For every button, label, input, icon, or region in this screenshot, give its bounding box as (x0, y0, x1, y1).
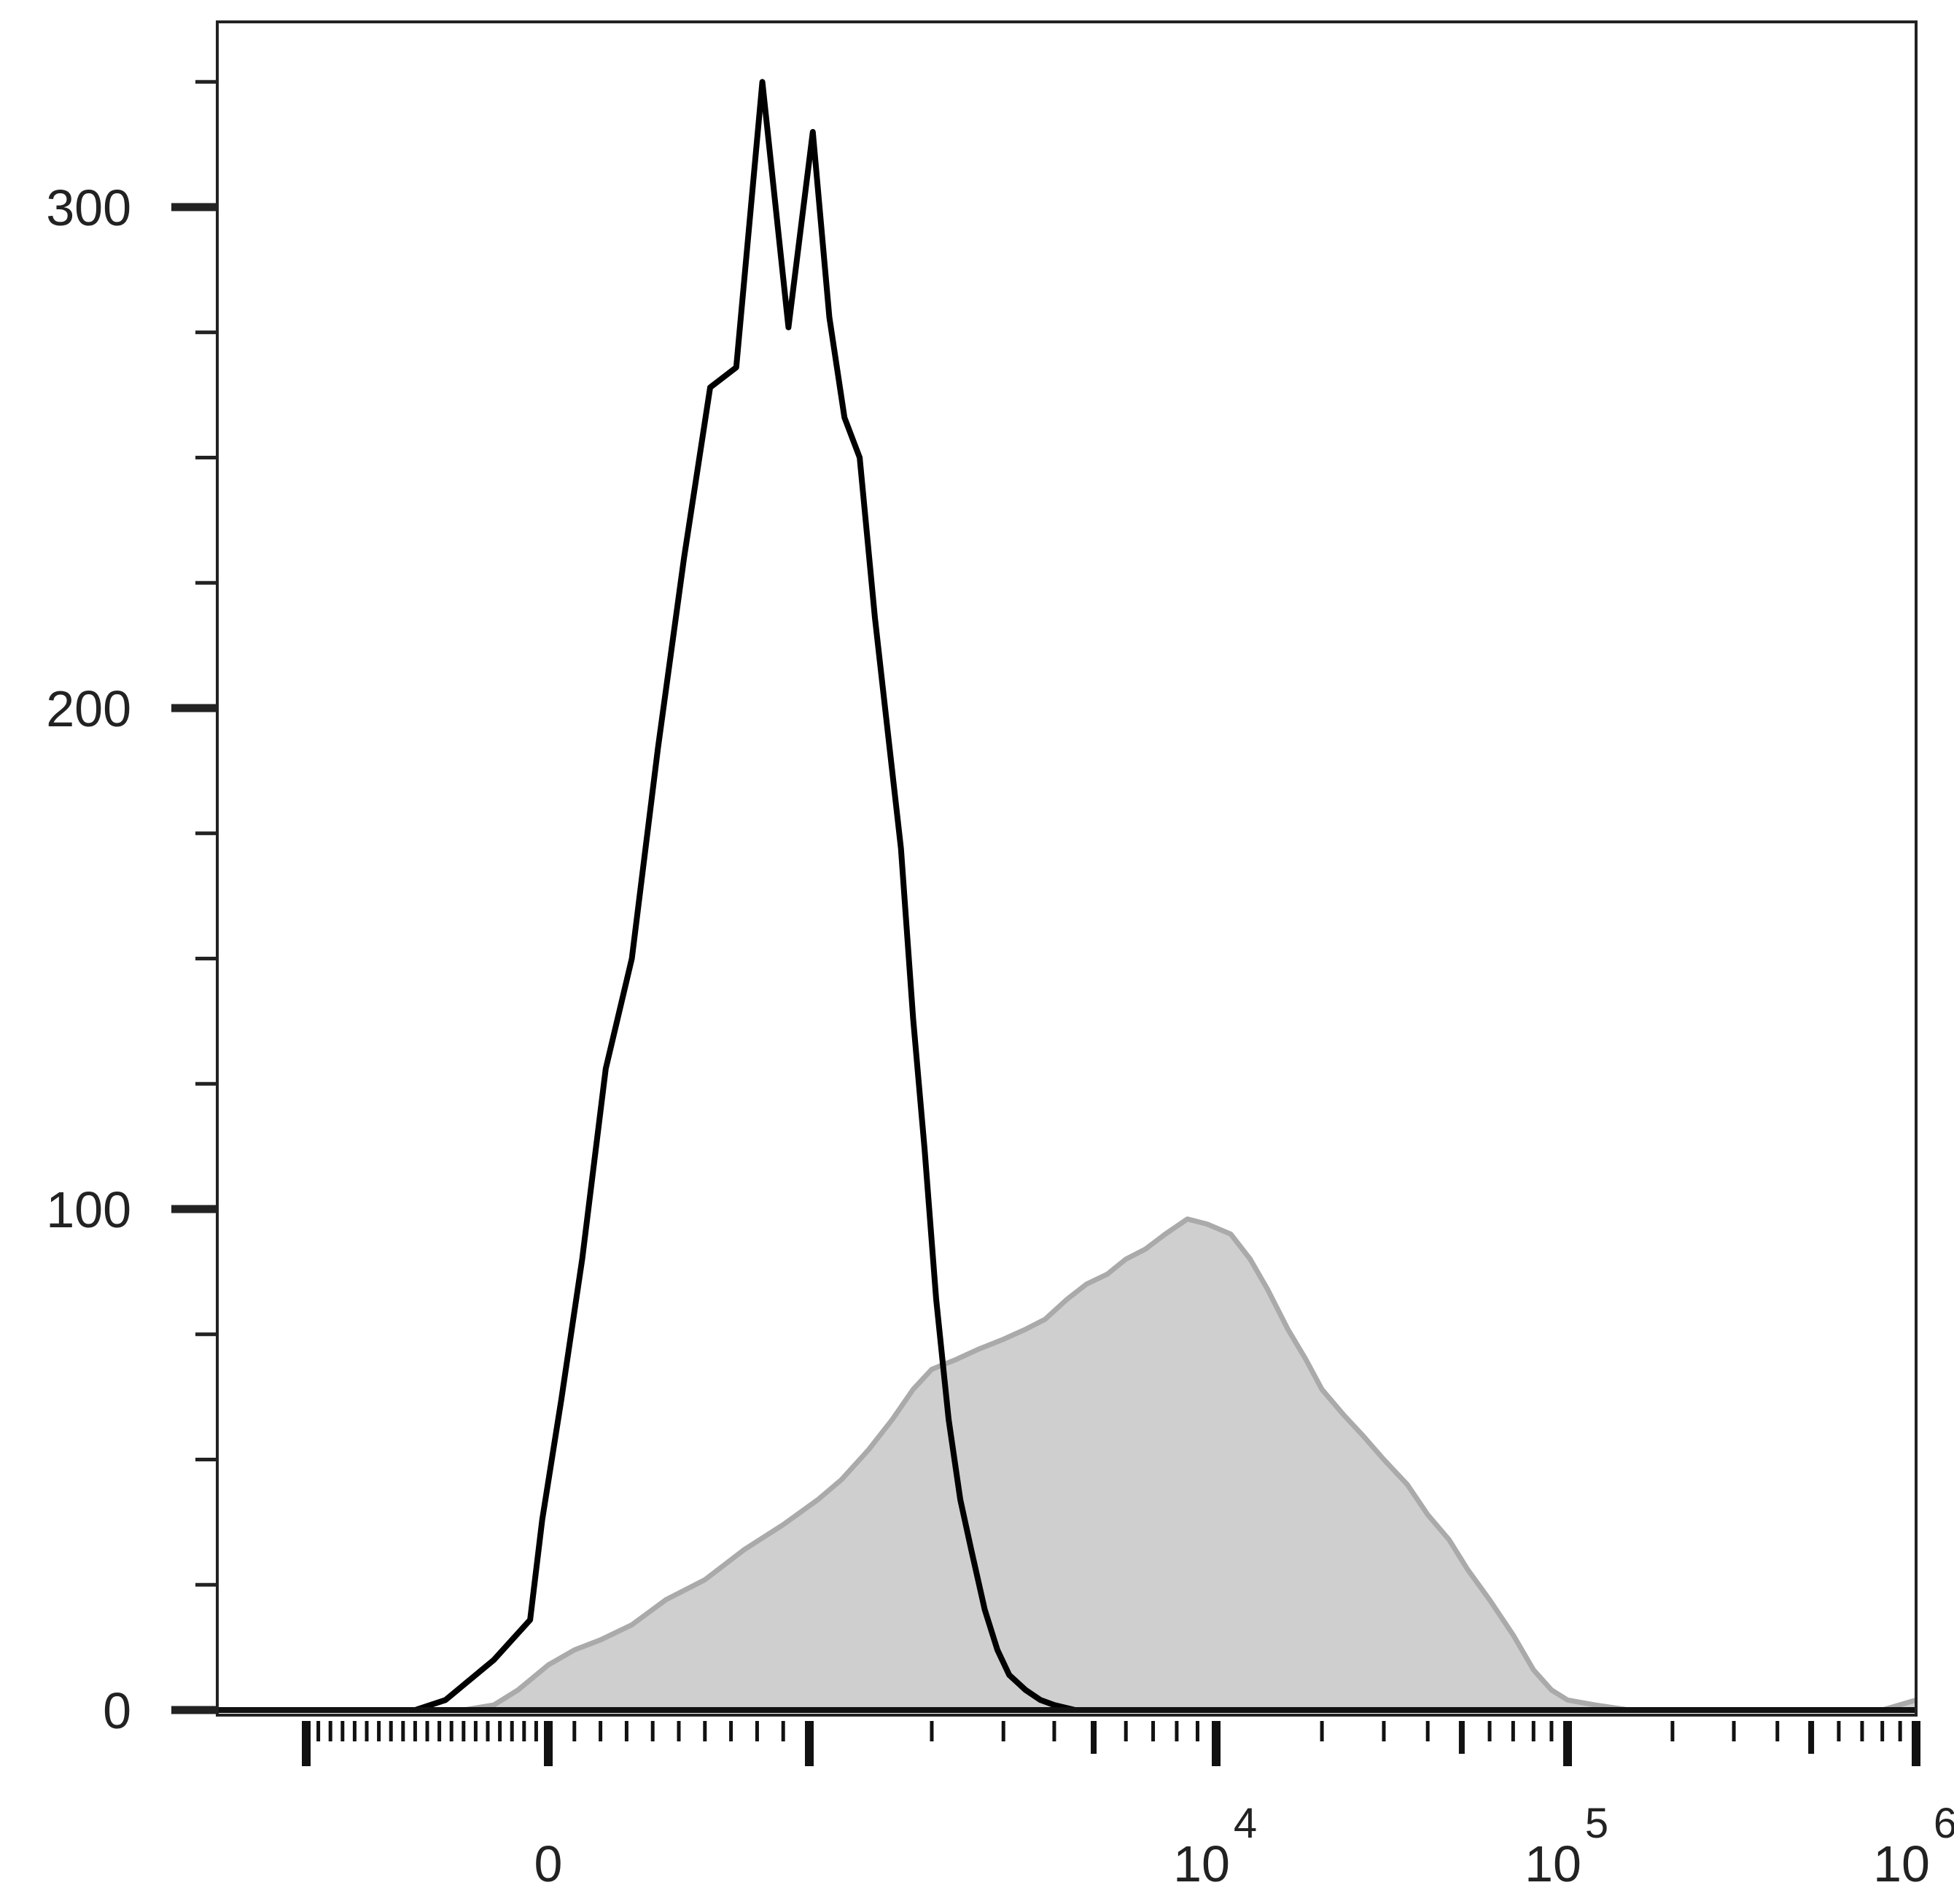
y-tick-label: 300 (46, 179, 131, 236)
y-axis: 0 100 200 300 (46, 79, 217, 1739)
y-tick-label: 200 (46, 680, 131, 737)
x-tick-label-exponent: 5 (1585, 1800, 1608, 1847)
x-tick-label-base: 10 (1173, 1835, 1230, 1892)
y-tick-label: 100 (46, 1181, 131, 1238)
y-tick-label: 0 (103, 1682, 131, 1739)
plot-frame (216, 20, 1918, 1717)
x-tick-label: 0 (534, 1835, 563, 1892)
x-tick-label-exponent: 4 (1234, 1800, 1257, 1847)
series-0-area (463, 1219, 1916, 1710)
series-0-outline (463, 1216, 1917, 1713)
x-tick-label-base: 10 (1873, 1835, 1930, 1892)
series-layer (217, 79, 1917, 1713)
x-tick-label-base: 10 (1525, 1835, 1581, 1892)
x-tick-label-exponent: 6 (1934, 1800, 1954, 1847)
